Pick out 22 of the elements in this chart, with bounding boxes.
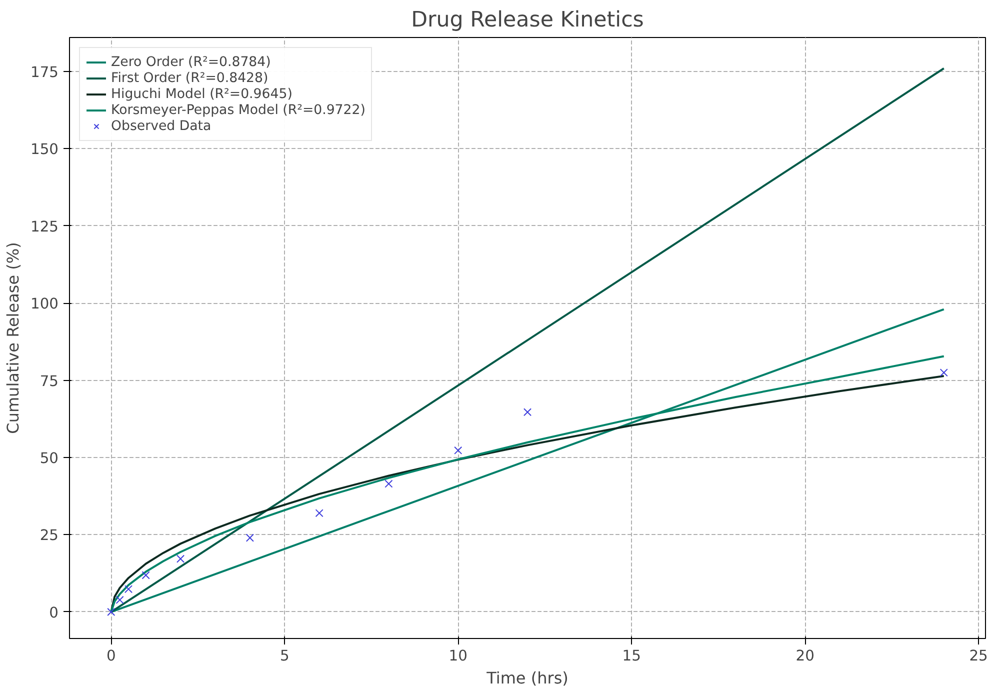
legend-label: Observed Data (111, 118, 212, 134)
y-axis-title: Cumulative Release (%) (4, 242, 23, 434)
legend-label: Higuchi Model (R²=0.9645) (111, 86, 292, 102)
x-tick-label: 20 (796, 648, 814, 664)
y-tick-label: 50 (40, 450, 59, 468)
chart-title: Drug Release Kinetics (411, 8, 644, 32)
legend-label: First Order (R²=0.8428) (111, 70, 268, 86)
y-tick-label: 25 (40, 527, 59, 544)
y-tick-label: 125 (30, 218, 59, 236)
x-tick-label: 10 (448, 648, 468, 664)
x-axis-title: Time (hrs) (486, 668, 568, 688)
x-tick-label: 5 (280, 648, 290, 664)
y-tick-label: 0 (49, 604, 59, 622)
y-tick-label: 150 (30, 141, 59, 158)
x-tick-label: 25 (969, 648, 988, 664)
y-tick-label: 175 (30, 64, 59, 81)
legend-label: Zero Order (R²=0.8784) (111, 54, 271, 70)
y-tick-label: 100 (30, 296, 59, 313)
legend-label: Korsmeyer-Peppas Model (R²=0.9722) (111, 102, 366, 118)
x-tick-label: 0 (106, 648, 116, 664)
y-tick-label: 75 (40, 372, 59, 390)
x-tick-label: 15 (622, 648, 641, 664)
